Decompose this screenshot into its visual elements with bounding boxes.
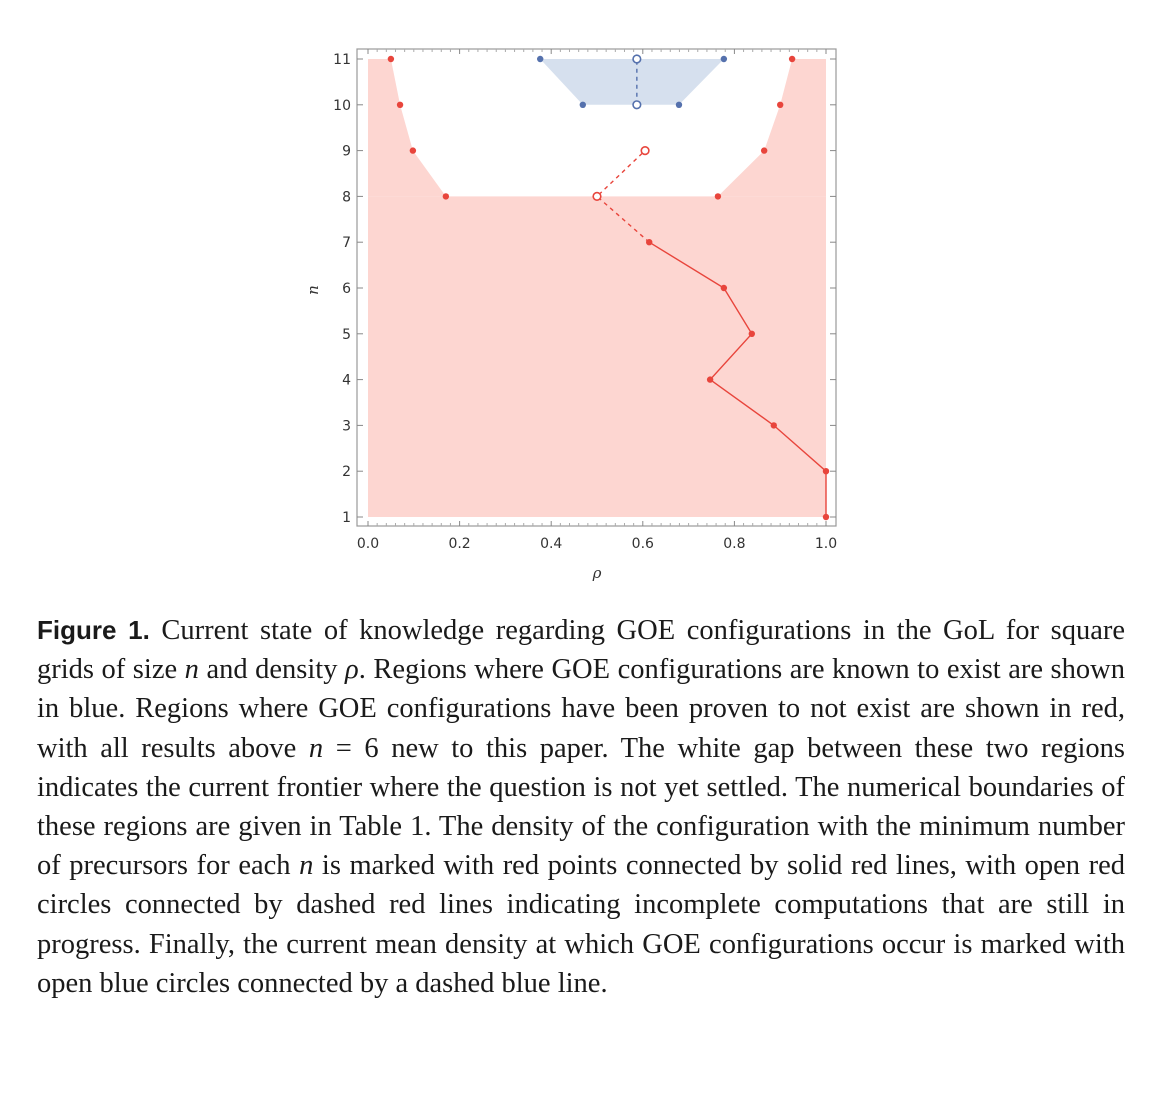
caption-text: = 6 new to this paper. The white gap bet… xyxy=(37,732,1125,882)
red-boundary-point-right xyxy=(714,193,722,200)
y-tick-label: 7 xyxy=(342,235,351,251)
min-precursor-point xyxy=(822,513,830,521)
red-boundary-point-left xyxy=(387,55,395,63)
mean-density-open-point xyxy=(632,54,642,64)
red-region-left xyxy=(368,59,446,197)
caption-var-n: n xyxy=(184,654,199,686)
y-tick-label: 8 xyxy=(342,189,351,205)
caption-var-n: n xyxy=(308,732,324,764)
min-precursor-point xyxy=(706,376,714,383)
figure-caption: Figure 1. Current state of knowledge reg… xyxy=(37,611,1125,1003)
y-tick-label: 4 xyxy=(342,373,351,389)
caption-text: . Regions where GOE configurations are k… xyxy=(37,654,1125,764)
chart: 0.0 0.2 0.4 0.6 0.8 1.0 1 2 3 4 5 6 7 8 9 10 11 ρ n xyxy=(304,48,837,582)
red-boundary-point-left xyxy=(442,193,450,200)
y-tick-label: 9 xyxy=(342,144,351,160)
y-tick-label: 2 xyxy=(342,464,351,480)
y-tick-label: 5 xyxy=(342,327,351,343)
in-progress-open-point xyxy=(640,146,650,156)
blue-boundary-point-right xyxy=(720,55,728,63)
x-tick-label: 0.4 xyxy=(540,536,562,552)
y-tick-label: 3 xyxy=(342,418,351,434)
in-progress-open-point xyxy=(592,191,602,201)
regions xyxy=(368,59,826,517)
x-tick-label: 1.0 xyxy=(815,536,837,552)
x-tick-label: 0.0 xyxy=(357,536,379,552)
red-region-right xyxy=(717,59,826,197)
mean-density-open-point xyxy=(632,100,642,110)
red-boundary-point-right xyxy=(777,101,784,109)
y-tick-label: 1 xyxy=(342,510,351,526)
blue-region xyxy=(540,59,724,105)
y-tick-label: 6 xyxy=(342,281,351,297)
min-precursor-point xyxy=(748,330,756,337)
y-tick-label: 11 xyxy=(333,52,351,68)
marks xyxy=(387,54,830,521)
blue-boundary-point-left xyxy=(579,101,587,109)
caption-var-n: n xyxy=(299,850,314,882)
min-precursor-point xyxy=(646,239,653,246)
ticks: 0.0 0.2 0.4 0.6 0.8 1.0 1 2 3 4 5 6 7 8 9 10 11 xyxy=(333,49,837,552)
min-precursor-point xyxy=(770,422,777,429)
caption-text: is marked with red points connected by s… xyxy=(37,850,1125,999)
y-tick-label: 10 xyxy=(333,98,351,114)
x-axis-label: ρ xyxy=(592,564,602,582)
in-progress-dashed-line xyxy=(595,150,650,243)
caption-text: and density xyxy=(198,654,345,686)
min-precursor-point xyxy=(822,468,830,475)
red-boundary-point-left xyxy=(396,101,404,109)
red-boundary-point-right xyxy=(788,55,796,63)
caption-text: Current state of knowledge regarding GOE… xyxy=(37,615,1125,686)
x-tick-label: 0.8 xyxy=(723,536,745,552)
figure-label: Figure 1. xyxy=(37,615,150,645)
y-axis-label: n xyxy=(304,285,322,295)
red-boundary-point-left xyxy=(409,147,417,154)
x-tick-label: 0.6 xyxy=(632,536,654,552)
x-tick-label: 0.2 xyxy=(448,536,470,552)
red-boundary-point-right xyxy=(760,147,768,154)
min-precursor-point xyxy=(720,284,728,292)
caption-var-rho: ρ xyxy=(345,654,359,686)
red-region-lower xyxy=(368,196,826,517)
blue-boundary-point-left xyxy=(537,55,544,63)
blue-boundary-point-right xyxy=(675,101,683,109)
